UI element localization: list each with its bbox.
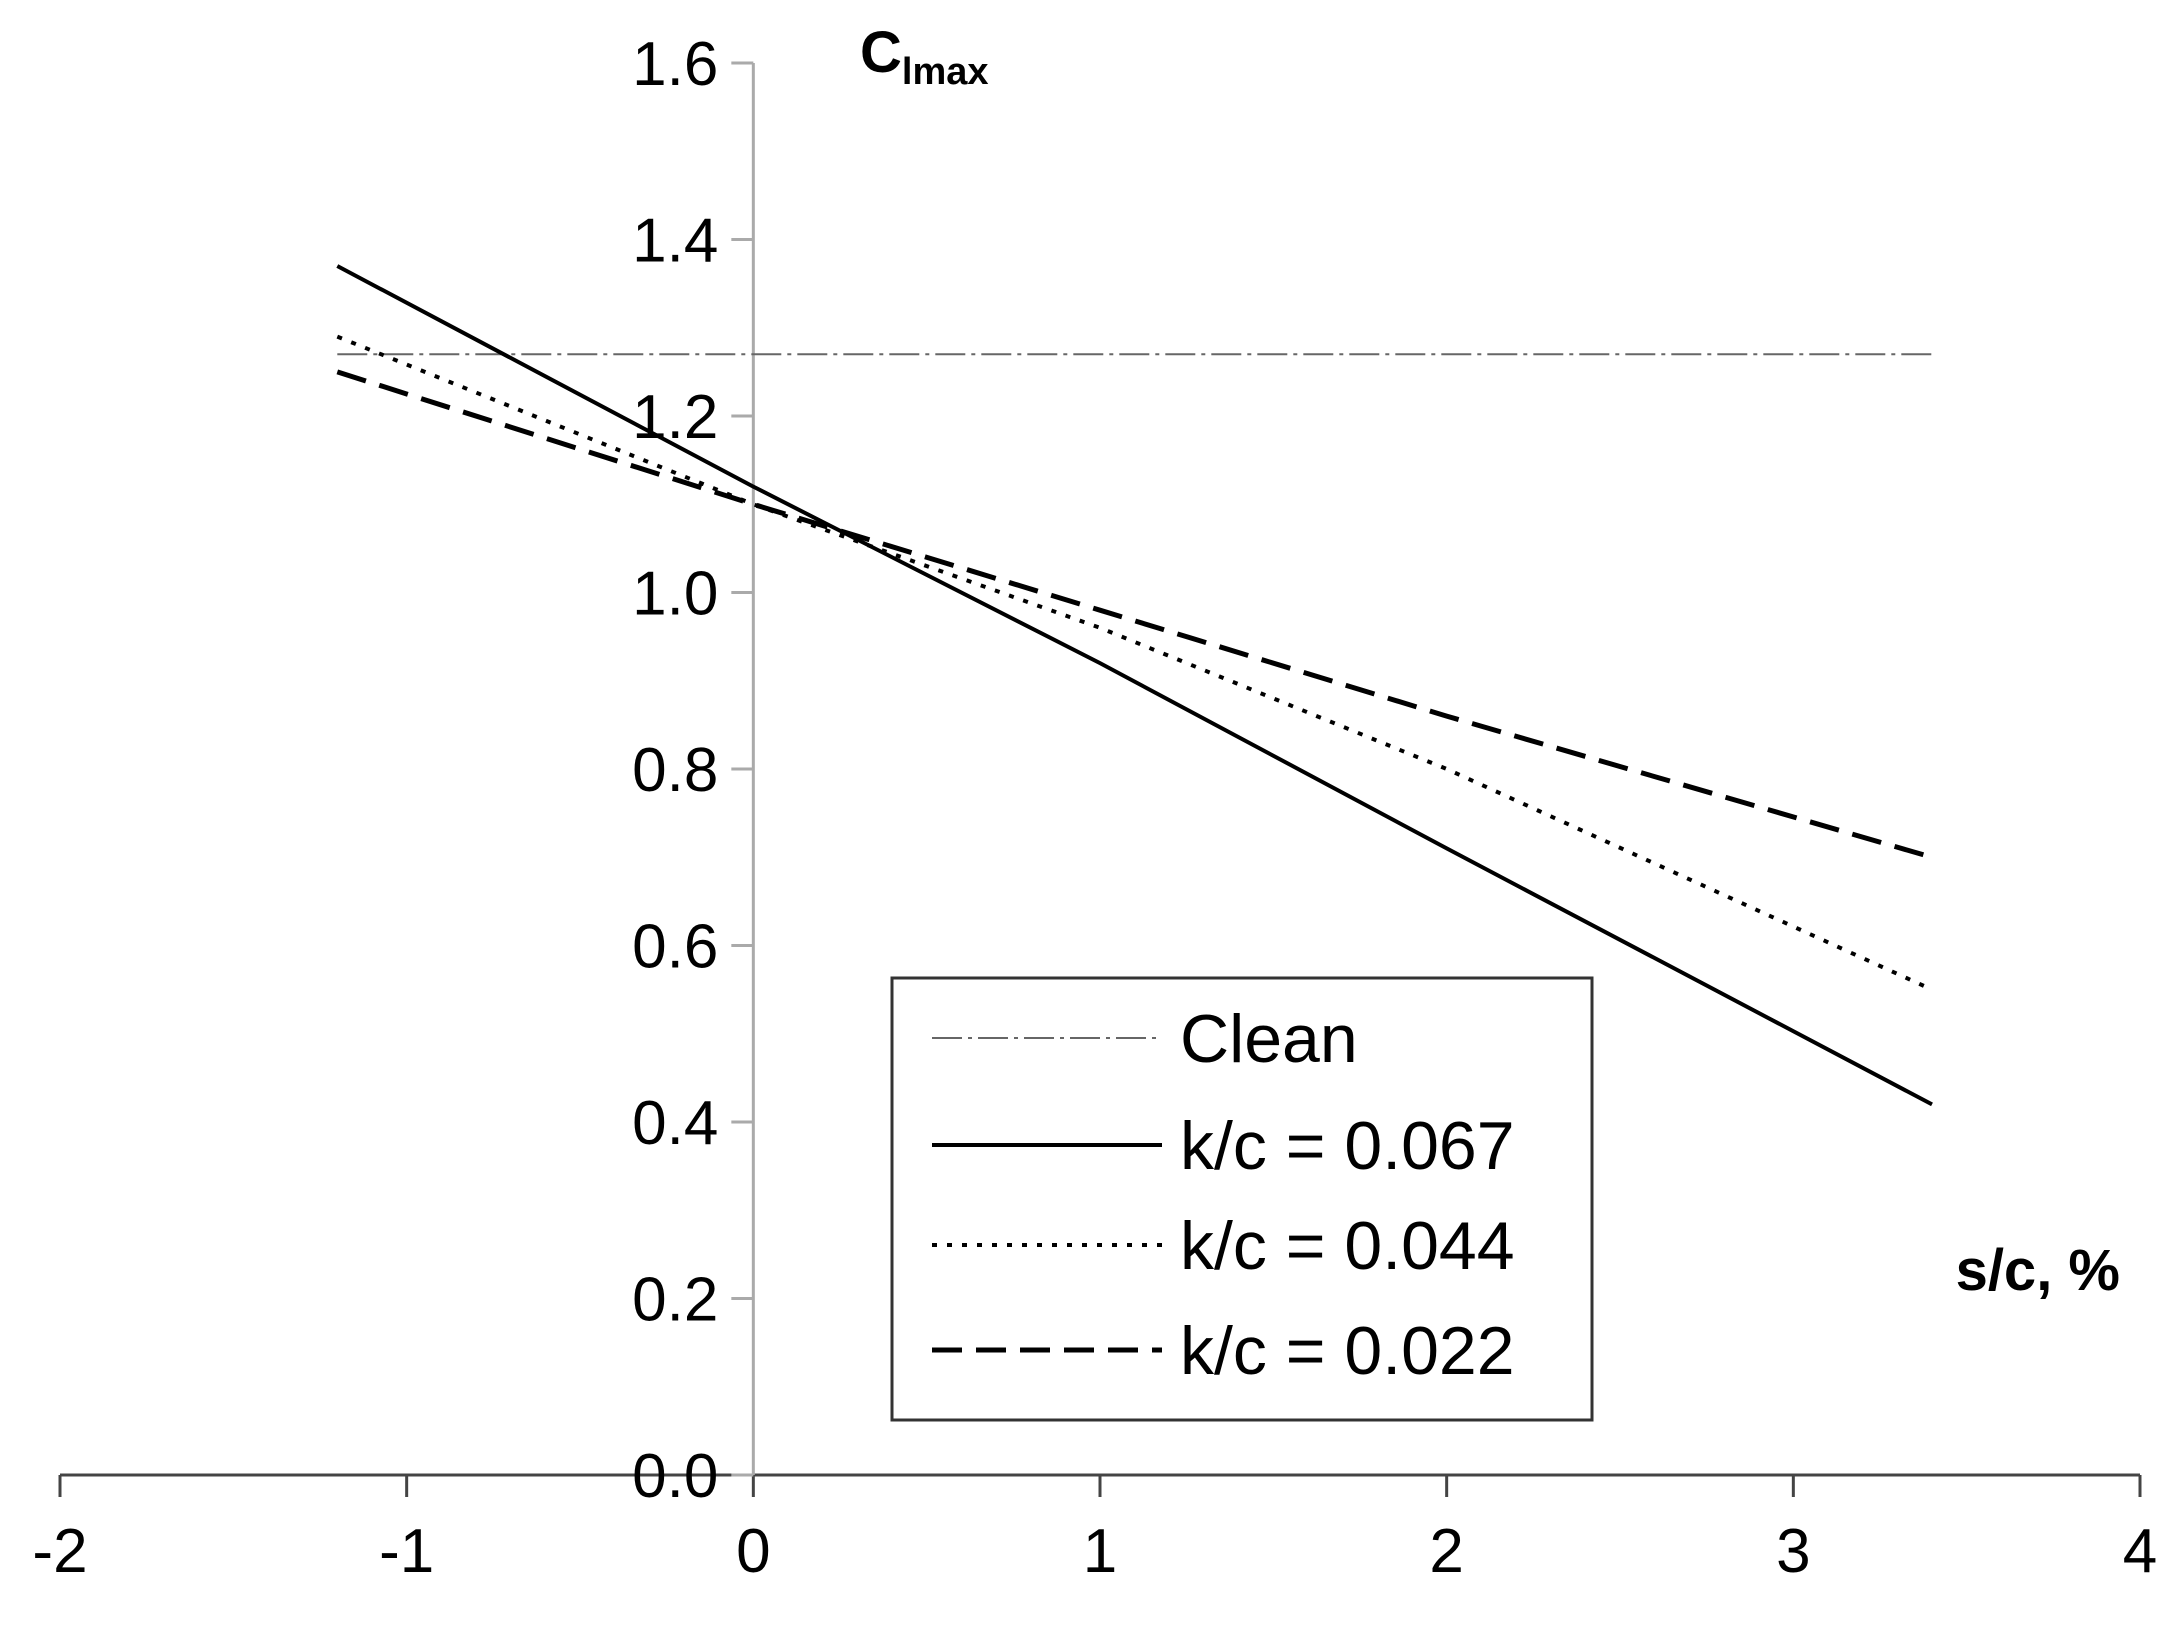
x-tick-label: 1 xyxy=(1083,1517,1117,1586)
y-axis-title: Clmax xyxy=(860,20,989,93)
x-tick-label: -1 xyxy=(379,1517,434,1586)
y-axis-title-sub: lmax xyxy=(902,51,989,93)
legend: Clean k/c = 0.067 k/c = 0.044 k/c = 0.022 xyxy=(890,976,1594,1422)
x-tick-label: -2 xyxy=(32,1517,87,1586)
y-tick-label: 0.0 xyxy=(632,1442,718,1511)
series-line-3 xyxy=(336,369,1933,860)
x-tick-label: 3 xyxy=(1776,1517,1810,1586)
series-line-2 xyxy=(336,334,1933,992)
x-tick-label: 2 xyxy=(1429,1517,1463,1586)
legend-label-2: k/c = 0.044 xyxy=(1180,1208,1515,1284)
y-tick-label: 0.6 xyxy=(632,913,718,982)
y-tick-label: 1.6 xyxy=(632,30,718,99)
legend-label-0: Clean xyxy=(1180,1001,1358,1077)
y-tick-label: 0.8 xyxy=(632,736,718,805)
series-layer xyxy=(336,264,1933,1107)
y-tick-label: 0.2 xyxy=(632,1266,718,1335)
legend-label-1: k/c = 0.067 xyxy=(1180,1108,1515,1184)
x-tick-label: 4 xyxy=(2123,1517,2157,1586)
series-line-1 xyxy=(336,264,1933,1107)
legend-label-3: k/c = 0.022 xyxy=(1180,1313,1515,1389)
y-tick-label: 1.0 xyxy=(632,560,718,629)
axes: -2 -1 0 1 2 3 4 0.0 0.2 0.4 0.6 0.8 1.0 1.2 1.4 1.6 xyxy=(32,30,2157,1586)
x-axis-title: s/c, % xyxy=(1956,1238,2120,1303)
y-axis-title-main: C xyxy=(860,20,902,85)
y-tick-label: 0.4 xyxy=(632,1089,718,1158)
x-tick-label: 0 xyxy=(736,1517,770,1586)
y-tick-label: 1.2 xyxy=(632,383,718,452)
legend-box xyxy=(890,976,1594,1422)
y-tick-label: 1.4 xyxy=(632,207,718,276)
